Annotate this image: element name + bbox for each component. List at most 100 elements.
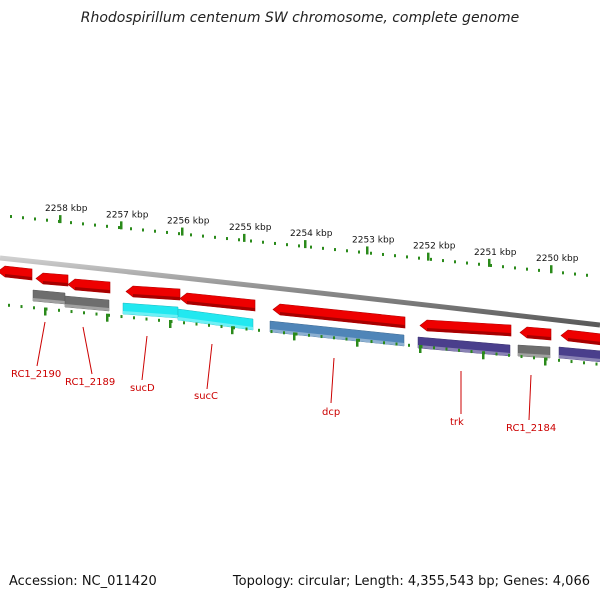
label-leader-line bbox=[36, 321, 46, 367]
minor-tick bbox=[142, 228, 144, 232]
minor-tick bbox=[520, 355, 523, 359]
major-tick bbox=[419, 345, 422, 353]
minor-tick bbox=[108, 313, 110, 317]
minor-tick bbox=[454, 260, 456, 264]
forward-gene-shadow bbox=[5, 274, 32, 280]
kbp-label: 2257 kbp bbox=[106, 210, 149, 220]
minor-tick bbox=[295, 332, 298, 336]
minor-tick bbox=[270, 330, 273, 334]
minor-tick bbox=[433, 346, 435, 350]
minor-tick bbox=[394, 254, 396, 258]
minor-tick bbox=[298, 244, 300, 248]
minor-tick bbox=[458, 348, 460, 352]
kbp-label: 2256 kbp bbox=[167, 217, 210, 227]
major-tick bbox=[120, 221, 123, 230]
gene-label-leaders bbox=[36, 321, 532, 421]
gene-label: sucD bbox=[130, 383, 155, 394]
minor-tick bbox=[22, 216, 24, 220]
minor-tick bbox=[334, 248, 336, 252]
minor-tick bbox=[408, 343, 410, 347]
minor-tick bbox=[214, 235, 216, 239]
minor-tick bbox=[120, 315, 123, 319]
major-tick bbox=[106, 313, 109, 322]
kbp-label: 2251 kbp bbox=[474, 248, 517, 258]
minor-tick bbox=[202, 234, 204, 238]
minor-tick bbox=[220, 325, 223, 329]
major-tick bbox=[550, 265, 553, 274]
kbp-label: 2258 kbp bbox=[45, 204, 88, 214]
forward-gene-shadow bbox=[280, 312, 405, 328]
genome-title: Rhodospirillum centenum SW chromosome, c… bbox=[80, 10, 520, 26]
gene-label: sucC bbox=[194, 391, 218, 402]
forward-gene-shadow bbox=[568, 338, 600, 345]
minor-tick bbox=[70, 221, 72, 225]
reverse-gene-highlight bbox=[559, 355, 600, 362]
minor-tick bbox=[442, 259, 444, 263]
label-leader-line bbox=[82, 326, 93, 375]
minor-tick bbox=[514, 266, 516, 270]
reverse-gene-highlight bbox=[518, 353, 550, 358]
minor-tick bbox=[558, 358, 560, 362]
minor-tick bbox=[262, 240, 264, 244]
major-tick bbox=[304, 240, 307, 249]
gene-labels: RC1_2190 RC1_2189 sucD sucC dcp trk RC1_2184 bbox=[11, 369, 556, 434]
minor-tick bbox=[526, 267, 528, 271]
gene-label: trk bbox=[450, 417, 464, 428]
reverse-gene-highlight bbox=[33, 298, 65, 304]
minor-tick bbox=[258, 328, 260, 332]
minor-tick bbox=[345, 337, 348, 341]
gene-label: dcp bbox=[322, 407, 340, 418]
minor-tick bbox=[466, 261, 468, 265]
major-tick bbox=[293, 332, 296, 341]
forward-gene-shadow bbox=[527, 335, 551, 340]
minor-tick bbox=[370, 340, 373, 344]
minor-tick bbox=[145, 317, 148, 321]
minor-tick bbox=[418, 256, 420, 260]
label-leader-line bbox=[141, 335, 148, 381]
minor-tick bbox=[154, 229, 156, 233]
minor-tick bbox=[83, 311, 85, 315]
minor-tick bbox=[130, 227, 132, 231]
minor-tick bbox=[395, 342, 398, 346]
forward-gene-shadow bbox=[43, 281, 68, 286]
kbp-label: 2250 kbp bbox=[536, 254, 579, 264]
minor-tick bbox=[195, 322, 198, 326]
major-tick bbox=[356, 338, 359, 347]
reverse-gene-highlight bbox=[65, 304, 109, 311]
reverse-strand-genes bbox=[32, 289, 600, 363]
minor-tick bbox=[82, 222, 84, 226]
major-tick bbox=[181, 227, 184, 236]
major-tick bbox=[366, 246, 369, 255]
kbp-label: 2253 kbp bbox=[352, 235, 395, 245]
kbp-scale-labels: 2258 kbp 2257 kbp 2256 kbp 2255 kbp 2254 kbp… bbox=[45, 204, 579, 264]
minor-tick bbox=[250, 239, 252, 243]
gene-label: RC1_2190 bbox=[11, 369, 61, 380]
gene-label: RC1_2189 bbox=[65, 377, 115, 388]
minor-tick bbox=[94, 223, 96, 227]
minor-tick bbox=[430, 257, 432, 261]
minor-tick bbox=[283, 331, 285, 335]
kbp-label: 2254 kbp bbox=[290, 229, 333, 239]
minor-tick bbox=[346, 249, 348, 253]
minor-tick bbox=[533, 356, 535, 360]
minor-tick bbox=[586, 273, 588, 277]
minor-tick bbox=[208, 323, 210, 327]
forward-gene-shadow bbox=[75, 287, 110, 293]
minor-tick bbox=[183, 321, 185, 325]
minor-tick bbox=[383, 341, 385, 345]
reverse-gene-highlight bbox=[123, 311, 178, 318]
minor-tick bbox=[358, 338, 360, 342]
outer-scale-ticks bbox=[10, 215, 588, 277]
minor-tick bbox=[178, 232, 180, 236]
inner-scale-ticks bbox=[8, 303, 598, 366]
minor-tick bbox=[190, 233, 192, 237]
major-tick bbox=[44, 307, 47, 316]
minor-tick bbox=[33, 306, 35, 310]
minor-tick bbox=[226, 237, 228, 241]
gene-label: RC1_2184 bbox=[506, 423, 556, 434]
forward-gene-shadow bbox=[427, 328, 511, 336]
minor-tick bbox=[34, 217, 36, 221]
minor-tick bbox=[358, 250, 360, 254]
major-tick bbox=[59, 215, 62, 224]
major-tick bbox=[243, 233, 246, 242]
